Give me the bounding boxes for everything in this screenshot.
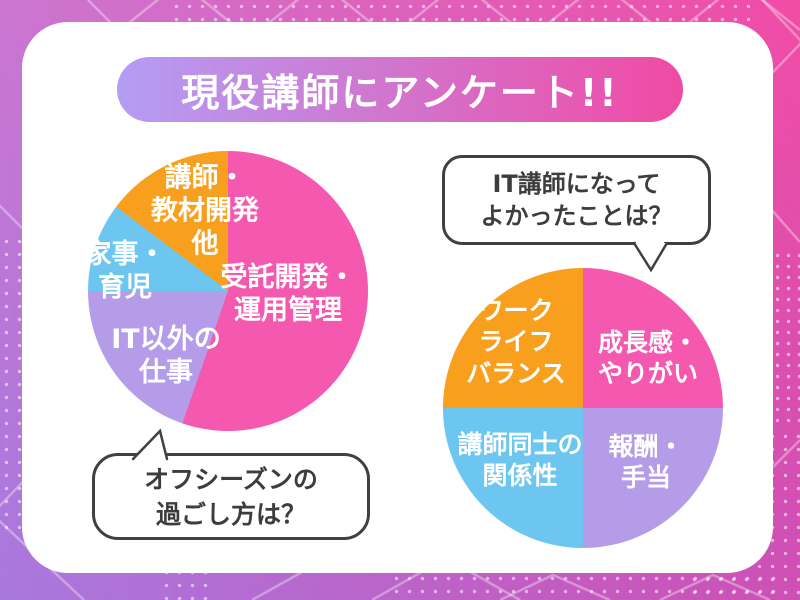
pie-slice-label-compensation: 報酬・ 手当 xyxy=(608,431,684,492)
bubble-text-line: よかったことは？ xyxy=(480,202,673,230)
pie-chart-benefits: 成長感・ やりがい 報酬・ 手当 講師同士の 関係性 ワーク ライフ バランス xyxy=(443,268,723,548)
bubble-text-line: 過ごし方は？ xyxy=(155,499,306,529)
bubble-text-line: オフシーズンの xyxy=(144,464,318,494)
title-banner: 現役講師にアンケート!! xyxy=(117,57,683,122)
bubble-tail xyxy=(632,241,669,273)
bubble-text-line: IT講師になって xyxy=(492,169,661,198)
pie-chart-offseason: 受託開発・ 運用管理 IT以外の 仕事 家事・ 育児 講師・ 教材開発 他 xyxy=(84,151,368,431)
bubble-tail xyxy=(131,428,169,461)
speech-bubble-offseason-question: オフシーズンの 過ごし方は？ xyxy=(92,428,370,540)
page-title: 現役講師にアンケート!! xyxy=(181,71,619,115)
pie-slice-label-relationships: 講師同士の 関係性 xyxy=(457,429,583,490)
pie-slice-label-housework: 家事・ 育児 xyxy=(84,239,166,303)
pie-slice-label-contract-dev: 受託開発・ 運用管理 xyxy=(220,262,356,326)
pie-slice-label-work-life-balance: ワーク ライフ バランス xyxy=(466,296,566,388)
pie-slice-label-non-it-work: IT以外の 仕事 xyxy=(111,324,221,388)
speech-bubble-benefits-question: IT講師になって よかったことは？ xyxy=(442,155,711,273)
pie-slice-label-teaching-materials: 講師・ 教材開発 他 xyxy=(151,162,259,260)
pie-slice-label-growth: 成長感・ やりがい xyxy=(597,327,699,388)
